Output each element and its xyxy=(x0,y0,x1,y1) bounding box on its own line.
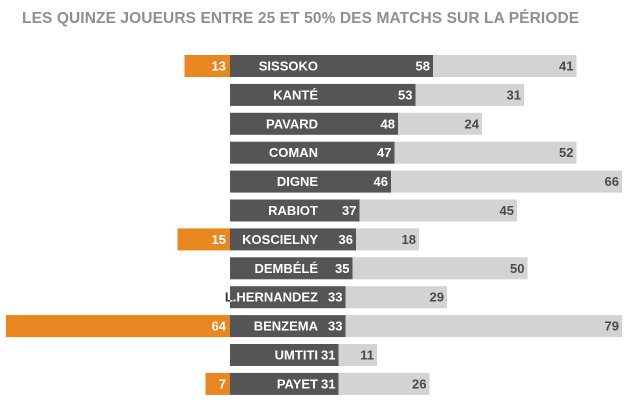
orange-value-label: 64 xyxy=(212,319,227,334)
bar-dark xyxy=(230,83,416,106)
dark-value-label: 31 xyxy=(321,348,335,363)
light-value-label: 31 xyxy=(507,87,521,102)
bar-light xyxy=(398,112,482,135)
bar-light xyxy=(338,344,377,366)
player-name-label: PAYET xyxy=(277,376,318,391)
light-value-label: 11 xyxy=(360,348,374,363)
bar-light xyxy=(394,141,577,164)
bar-light xyxy=(352,257,528,280)
bar-row: 13 SISSOKO 58 41 xyxy=(184,55,577,77)
bar-row: PAVARD 48 24 xyxy=(230,112,482,135)
light-value-label: 45 xyxy=(500,203,514,218)
bar-row: 15 KOSCIELNY 36 18 xyxy=(177,228,419,251)
dark-value-label: 53 xyxy=(398,87,412,102)
dark-value-label: 37 xyxy=(342,203,356,218)
bar-orange xyxy=(205,372,230,395)
player-name-label: PAVARD xyxy=(266,116,318,131)
bar-light xyxy=(359,199,517,222)
orange-value-label: 13 xyxy=(212,59,226,74)
player-name-label: KOSCIELNY xyxy=(242,232,318,247)
orange-value-label: 15 xyxy=(212,232,226,247)
dark-value-label: 58 xyxy=(416,59,430,74)
bar-row: 7 PAYET 31 26 xyxy=(205,372,430,395)
bar-orange xyxy=(184,55,230,77)
dark-value-label: 35 xyxy=(335,261,349,276)
player-name-label: L.HERNANDEZ xyxy=(225,290,318,305)
player-name-label: KANTÉ xyxy=(273,87,318,102)
bar-row: L.HERNANDEZ 33 29 xyxy=(225,286,447,309)
bar-dark xyxy=(230,257,353,280)
bar-light xyxy=(391,170,622,193)
bar-dark xyxy=(230,228,356,251)
bar-dark xyxy=(230,170,391,193)
bar-dark xyxy=(230,199,360,222)
bar-row: RABIOT 37 45 xyxy=(230,199,517,222)
player-name-label: COMAN xyxy=(269,145,318,160)
dark-value-label: 36 xyxy=(339,232,353,247)
bar-dark xyxy=(230,372,339,395)
light-value-label: 29 xyxy=(430,290,444,305)
light-value-label: 26 xyxy=(412,376,426,391)
light-value-label: 79 xyxy=(605,319,619,334)
player-name-label: DIGNE xyxy=(277,174,319,189)
bar-row: 64 BENZEMA 33 79 xyxy=(6,315,622,338)
bar-row: COMAN 47 52 xyxy=(230,141,577,164)
bar-dark xyxy=(230,141,395,164)
chart-title: LES QUINZE JOUEURS ENTRE 25 ET 50% DES M… xyxy=(22,10,580,27)
dark-value-label: 46 xyxy=(374,174,388,189)
bar-orange xyxy=(6,315,230,338)
light-value-label: 50 xyxy=(510,261,524,276)
bar-dark xyxy=(230,55,433,77)
orange-value-label: 7 xyxy=(219,376,226,391)
bar-row: DEMBÉLÉ 35 50 xyxy=(230,257,528,280)
light-value-label: 52 xyxy=(559,145,573,160)
player-name-label-overflow: L.HERNANDEZ xyxy=(225,290,318,305)
dark-value-label: 33 xyxy=(328,319,342,334)
dark-value-label: 48 xyxy=(381,116,395,131)
bar-dark xyxy=(230,315,346,338)
dark-value-label: 47 xyxy=(377,145,391,160)
bar-light xyxy=(433,55,577,77)
bar-dark xyxy=(230,286,346,309)
player-name-label: UMTITI xyxy=(275,348,318,363)
bar-row: KANTÉ 53 31 xyxy=(230,83,524,106)
bar-row: UMTITI 31 11 xyxy=(230,344,377,366)
bar-light xyxy=(415,83,524,106)
light-value-label: 18 xyxy=(402,232,416,247)
dark-value-label: 31 xyxy=(321,376,335,391)
light-value-label: 66 xyxy=(605,174,619,189)
bar-dark xyxy=(230,112,398,135)
player-name-label: SISSOKO xyxy=(259,59,318,74)
player-name-label: BENZEMA xyxy=(254,319,319,334)
dark-value-label: 33 xyxy=(328,290,342,305)
player-name-label: RABIOT xyxy=(268,203,318,218)
bar-light xyxy=(345,286,447,309)
bar-orange xyxy=(177,228,230,251)
bar-dark xyxy=(230,344,339,366)
bar-light xyxy=(356,228,419,251)
bar-light xyxy=(338,372,430,395)
light-value-label: 24 xyxy=(465,116,480,131)
bar-row: DIGNE 46 66 xyxy=(230,170,622,193)
light-value-label: 41 xyxy=(559,59,573,74)
bar-light xyxy=(345,315,622,338)
player-name-label: DEMBÉLÉ xyxy=(254,261,318,276)
